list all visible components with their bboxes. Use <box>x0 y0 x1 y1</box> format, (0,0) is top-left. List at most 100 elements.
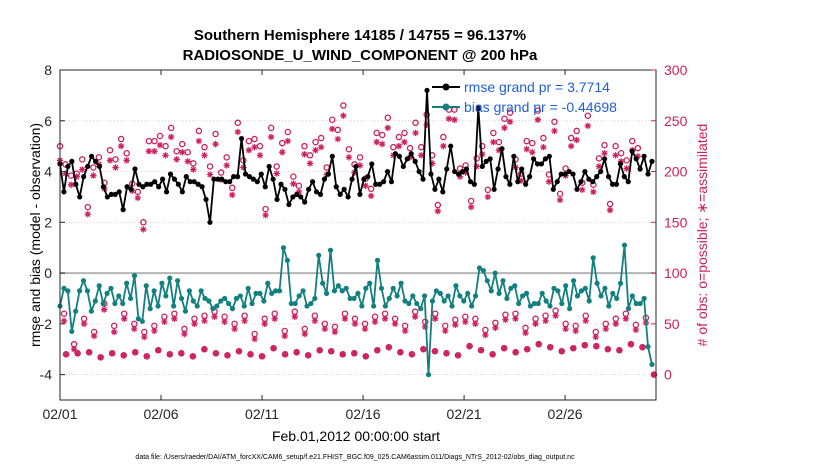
bias-point <box>335 283 341 289</box>
obs-bottom-assimilated-marker <box>304 352 312 359</box>
obs-lower-assimilated-marker <box>231 325 238 333</box>
rmse-point <box>408 151 414 157</box>
bias-point <box>214 303 220 309</box>
rmse-point <box>424 87 430 93</box>
obs-upper-possible-marker <box>467 197 475 205</box>
rmse-point <box>298 194 304 200</box>
obs-upper-possible-marker <box>612 142 619 150</box>
obs-upper-possible-marker <box>262 205 269 213</box>
obs-upper-assimilated-marker <box>279 149 286 156</box>
rmse-point <box>463 166 470 172</box>
bias-point <box>410 293 416 299</box>
obs-lower-assimilated-marker <box>532 320 539 328</box>
bias-point <box>519 293 526 299</box>
obs-bottom-assimilated-marker <box>212 350 220 357</box>
bias-point <box>120 300 126 307</box>
obs-lower-assimilated-marker <box>151 327 158 335</box>
obs-bottom-assimilated-marker <box>351 350 358 357</box>
obs-upper-possible-marker <box>501 115 508 122</box>
obs-upper-assimilated-marker <box>240 164 247 171</box>
obs-upper-assimilated-marker <box>573 136 580 144</box>
y-left-tick-label: 4 <box>44 164 52 180</box>
bias-point <box>425 372 432 378</box>
rmse-point <box>416 168 422 175</box>
obs-upper-possible-marker <box>384 114 392 121</box>
obs-upper-possible-marker <box>562 165 569 172</box>
bias-point <box>292 300 298 307</box>
obs-lower-assimilated-marker <box>522 329 529 337</box>
rmse-point <box>309 179 316 185</box>
bias-point <box>449 303 455 309</box>
bias-point <box>92 298 98 304</box>
rmse-point <box>156 184 162 190</box>
obs-upper-assimilated-marker <box>412 129 419 137</box>
obs-upper-possible-marker <box>78 156 86 163</box>
bias-point <box>316 252 322 258</box>
obs-lower-assimilated-marker <box>462 318 469 326</box>
rmse-point <box>325 171 331 177</box>
obs-bottom-assimilated-marker <box>512 349 519 356</box>
bias-point <box>649 361 655 368</box>
obs-lower-assimilated-marker <box>201 317 208 324</box>
obs-lower-assimilated-marker <box>271 315 278 322</box>
obs-lower-assimilated-marker <box>452 321 459 329</box>
obs-lower-assimilated-marker <box>562 325 569 333</box>
rmse-point <box>432 186 438 192</box>
obs-lower-assimilated-marker <box>472 320 479 328</box>
rmse-point <box>250 176 256 182</box>
rmse-point <box>369 161 375 167</box>
obs-bottom-assimilated-marker <box>166 351 174 358</box>
obs-upper-possible-marker <box>212 130 219 138</box>
rmse-point <box>633 156 639 162</box>
obs-lower-assimilated-marker <box>90 332 98 340</box>
obs-lower-assimilated-marker <box>632 326 640 334</box>
bias-point <box>116 293 122 299</box>
obs-bottom-assimilated-marker <box>328 348 335 355</box>
bias-point <box>269 290 275 296</box>
obs-upper-assimilated-marker <box>212 140 219 148</box>
obs-upper-assimilated-marker <box>623 165 630 172</box>
rmse-point <box>302 199 308 205</box>
bias-point <box>547 303 553 309</box>
obs-upper-assimilated-marker <box>145 148 153 155</box>
obs-lower-assimilated-marker <box>552 312 559 319</box>
obs-bottom-assimilated-marker <box>523 346 531 353</box>
bias-point <box>551 285 557 291</box>
rmse-point <box>578 179 584 185</box>
obs-upper-possible-marker <box>412 119 419 127</box>
bias-point <box>625 306 632 312</box>
obs-lower-assimilated-marker <box>181 330 188 338</box>
bias-point <box>194 303 200 309</box>
bias-point <box>135 316 142 322</box>
obs-upper-assimilated-marker <box>234 128 241 136</box>
obs-upper-assimilated-marker <box>379 140 386 148</box>
obs-upper-assimilated-marker <box>251 143 258 151</box>
rmse-point <box>223 179 229 185</box>
obs-upper-possible-marker <box>273 163 280 170</box>
obs-upper-possible-marker <box>629 137 636 145</box>
obs-lower-assimilated-marker <box>70 346 78 353</box>
rmse-point <box>341 186 347 192</box>
obs-upper-assimilated-marker <box>495 147 503 154</box>
obs-lower-possible-marker <box>110 322 118 330</box>
rmse-point <box>124 184 130 190</box>
rmse-point <box>167 171 174 177</box>
obs-bottom-assimilated-marker <box>477 347 485 354</box>
bias-point <box>351 295 357 302</box>
obs-upper-assimilated-marker <box>451 116 458 123</box>
bias-point <box>567 306 573 312</box>
bias-point <box>84 288 91 294</box>
bias-point <box>367 280 373 286</box>
bias-point <box>633 300 639 307</box>
obs-upper-assimilated-marker <box>384 124 391 132</box>
bias-point <box>461 298 467 304</box>
obs-upper-assimilated-marker <box>329 125 336 133</box>
obs-upper-possible-marker <box>95 154 103 161</box>
rmse-point <box>483 158 489 164</box>
bias-point <box>418 306 424 312</box>
obs-upper-assimilated-marker <box>606 206 614 214</box>
rmse-point <box>566 168 572 175</box>
rmse-point <box>313 189 320 195</box>
obs-upper-assimilated-marker <box>540 143 547 151</box>
rmse-point <box>404 156 410 162</box>
